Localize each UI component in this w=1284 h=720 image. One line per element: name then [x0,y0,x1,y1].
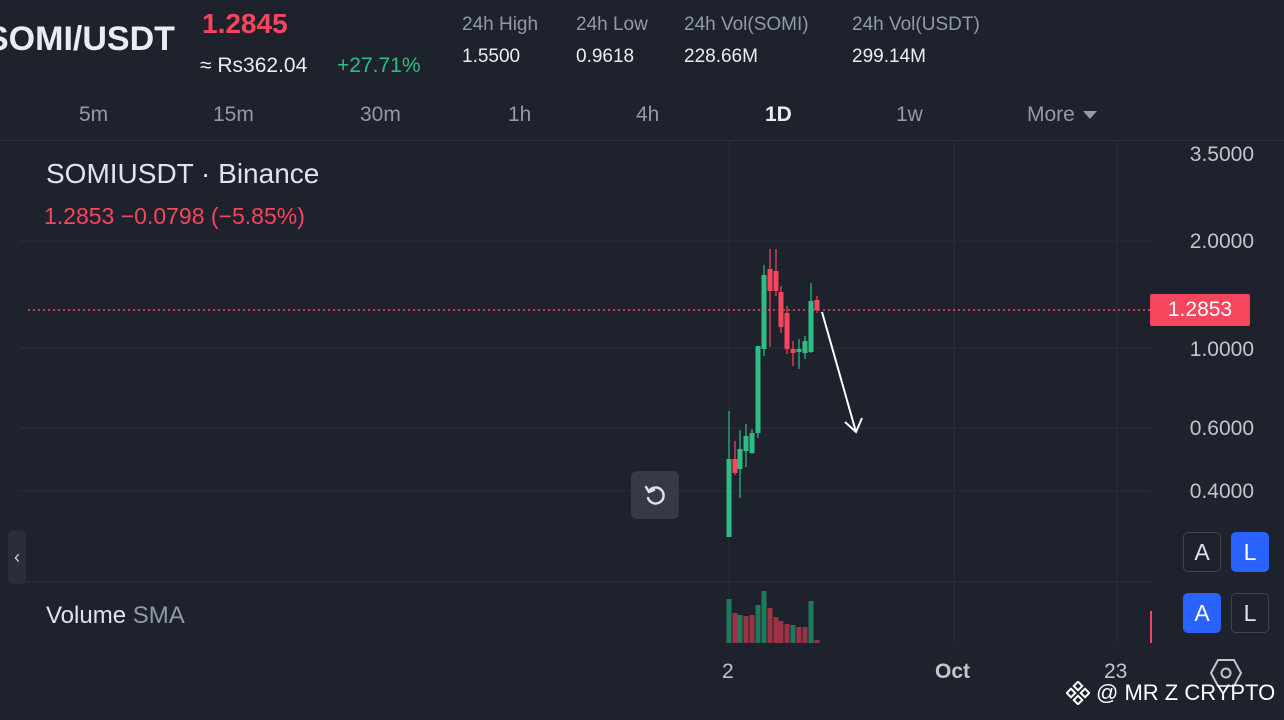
price-change-percent: +27.71% [337,54,421,77]
tab-timeframe-30m[interactable]: 30m [360,103,401,126]
volume-indicator-label[interactable]: Volume SMA [46,602,185,630]
tab-timeframe-5m[interactable]: 5m [79,103,109,126]
price-axis-label: 2.0000 [1189,230,1254,253]
stat-value-24h-vol-somi: 228.66M [684,46,758,67]
candle-body [761,275,767,349]
volume-bar [726,599,732,643]
volume-sma-label: SMA [132,602,185,629]
date-axis-label: 2 [722,660,734,683]
candle-body [802,341,808,353]
volume-bar [802,627,808,643]
chart-ohlc-change: 1.2853 −0.0798 (−5.85%) [44,203,305,229]
tab-timeframe-4h[interactable]: 4h [636,103,660,126]
watermark-text: @ MR Z CRYPTO [1096,680,1276,705]
fiat-price: ≈ Rs362.04 [200,54,308,77]
volume-bar [761,591,767,643]
price-axis-label: 1.0000 [1189,338,1254,361]
candle-body [814,300,820,310]
volume-bar [743,616,749,643]
candlesticks [726,249,820,537]
collapse-panel-button[interactable]: ‹ [8,530,26,584]
volume-bars [726,591,820,643]
candle-body [773,271,779,291]
candle-body [749,433,755,453]
candle-body [737,449,743,469]
tab-more[interactable]: More [1027,103,1097,127]
volume-bar [784,624,790,643]
stat-value-24h-high: 1.5500 [462,46,521,67]
candle-body [767,269,773,291]
tab-timeframe-1d[interactable]: 1D [765,103,792,126]
binance-logo-icon [1066,681,1090,705]
chart-symbol-title: SOMIUSDT · Binance [46,158,320,189]
log-scale-button[interactable]: L [1231,532,1269,572]
auto-scale-button[interactable]: A [1183,532,1221,572]
candle-body [796,349,802,352]
volume-log-scale-button[interactable]: L [1231,593,1269,633]
volume-bar [773,617,779,643]
volume-bar [737,615,743,643]
stat-label-24h-high: 24h High [462,14,539,35]
volume-bar [808,601,814,643]
candle-body [732,459,738,473]
stat-value-24h-vol-usdt: 299.14M [852,46,926,67]
chart-grid [20,141,1150,643]
pair-title: SOMI/USDT [0,20,175,58]
candle-body [743,436,749,451]
volume-bar [790,625,796,643]
date-axis-label: 23 [1104,660,1128,683]
candle-body [808,301,814,352]
price-axis-label: 3.5000 [1189,143,1254,166]
stat-label-24h-vol-usdt: 24h Vol(USDT) [852,14,980,35]
trend-arrow-drawing [821,311,863,434]
stat-label-24h-vol-somi: 24h Vol(SOMI) [684,14,809,35]
candle-body [726,459,732,537]
tab-timeframe-1h[interactable]: 1h [508,103,532,126]
tab-timeframe-15m[interactable]: 15m [213,103,254,126]
watermark: @ MR Z CRYPTO [1066,680,1275,706]
last-price: 1.2845 [202,8,288,39]
caret-down-icon [1082,110,1097,119]
volume-auto-scale-button[interactable]: A [1183,593,1221,633]
candle-body [778,292,784,327]
volume-bar [749,615,755,643]
reset-chart-button[interactable] [631,471,679,519]
volume-bar [767,608,773,643]
volume-bar [796,627,802,643]
header-divider [0,140,1284,141]
volume-bar [778,621,784,643]
chevron-left-icon: ‹ [14,546,20,567]
volume-bar [814,640,820,643]
candle-body [790,349,796,353]
price-axis-label: 0.4000 [1189,480,1254,503]
tab-timeframe-1w[interactable]: 1w [896,103,923,126]
reset-chart-icon [644,485,665,505]
stat-label-24h-low: 24h Low [576,14,648,35]
candle-body [784,313,790,349]
stat-value-24h-low: 0.9618 [576,46,635,67]
date-axis-label: Oct [935,660,971,683]
settings-hexagon-icon[interactable] [1210,658,1242,688]
last-price-tag: 1.2853 [1150,294,1250,326]
candle-body [755,346,761,433]
volume-label: Volume [46,602,127,629]
more-label: More [1027,103,1075,126]
chart-canvas[interactable] [0,141,1284,720]
volume-bar [755,605,761,643]
volume-bar [732,613,738,643]
price-axis-label: 0.6000 [1189,417,1254,440]
